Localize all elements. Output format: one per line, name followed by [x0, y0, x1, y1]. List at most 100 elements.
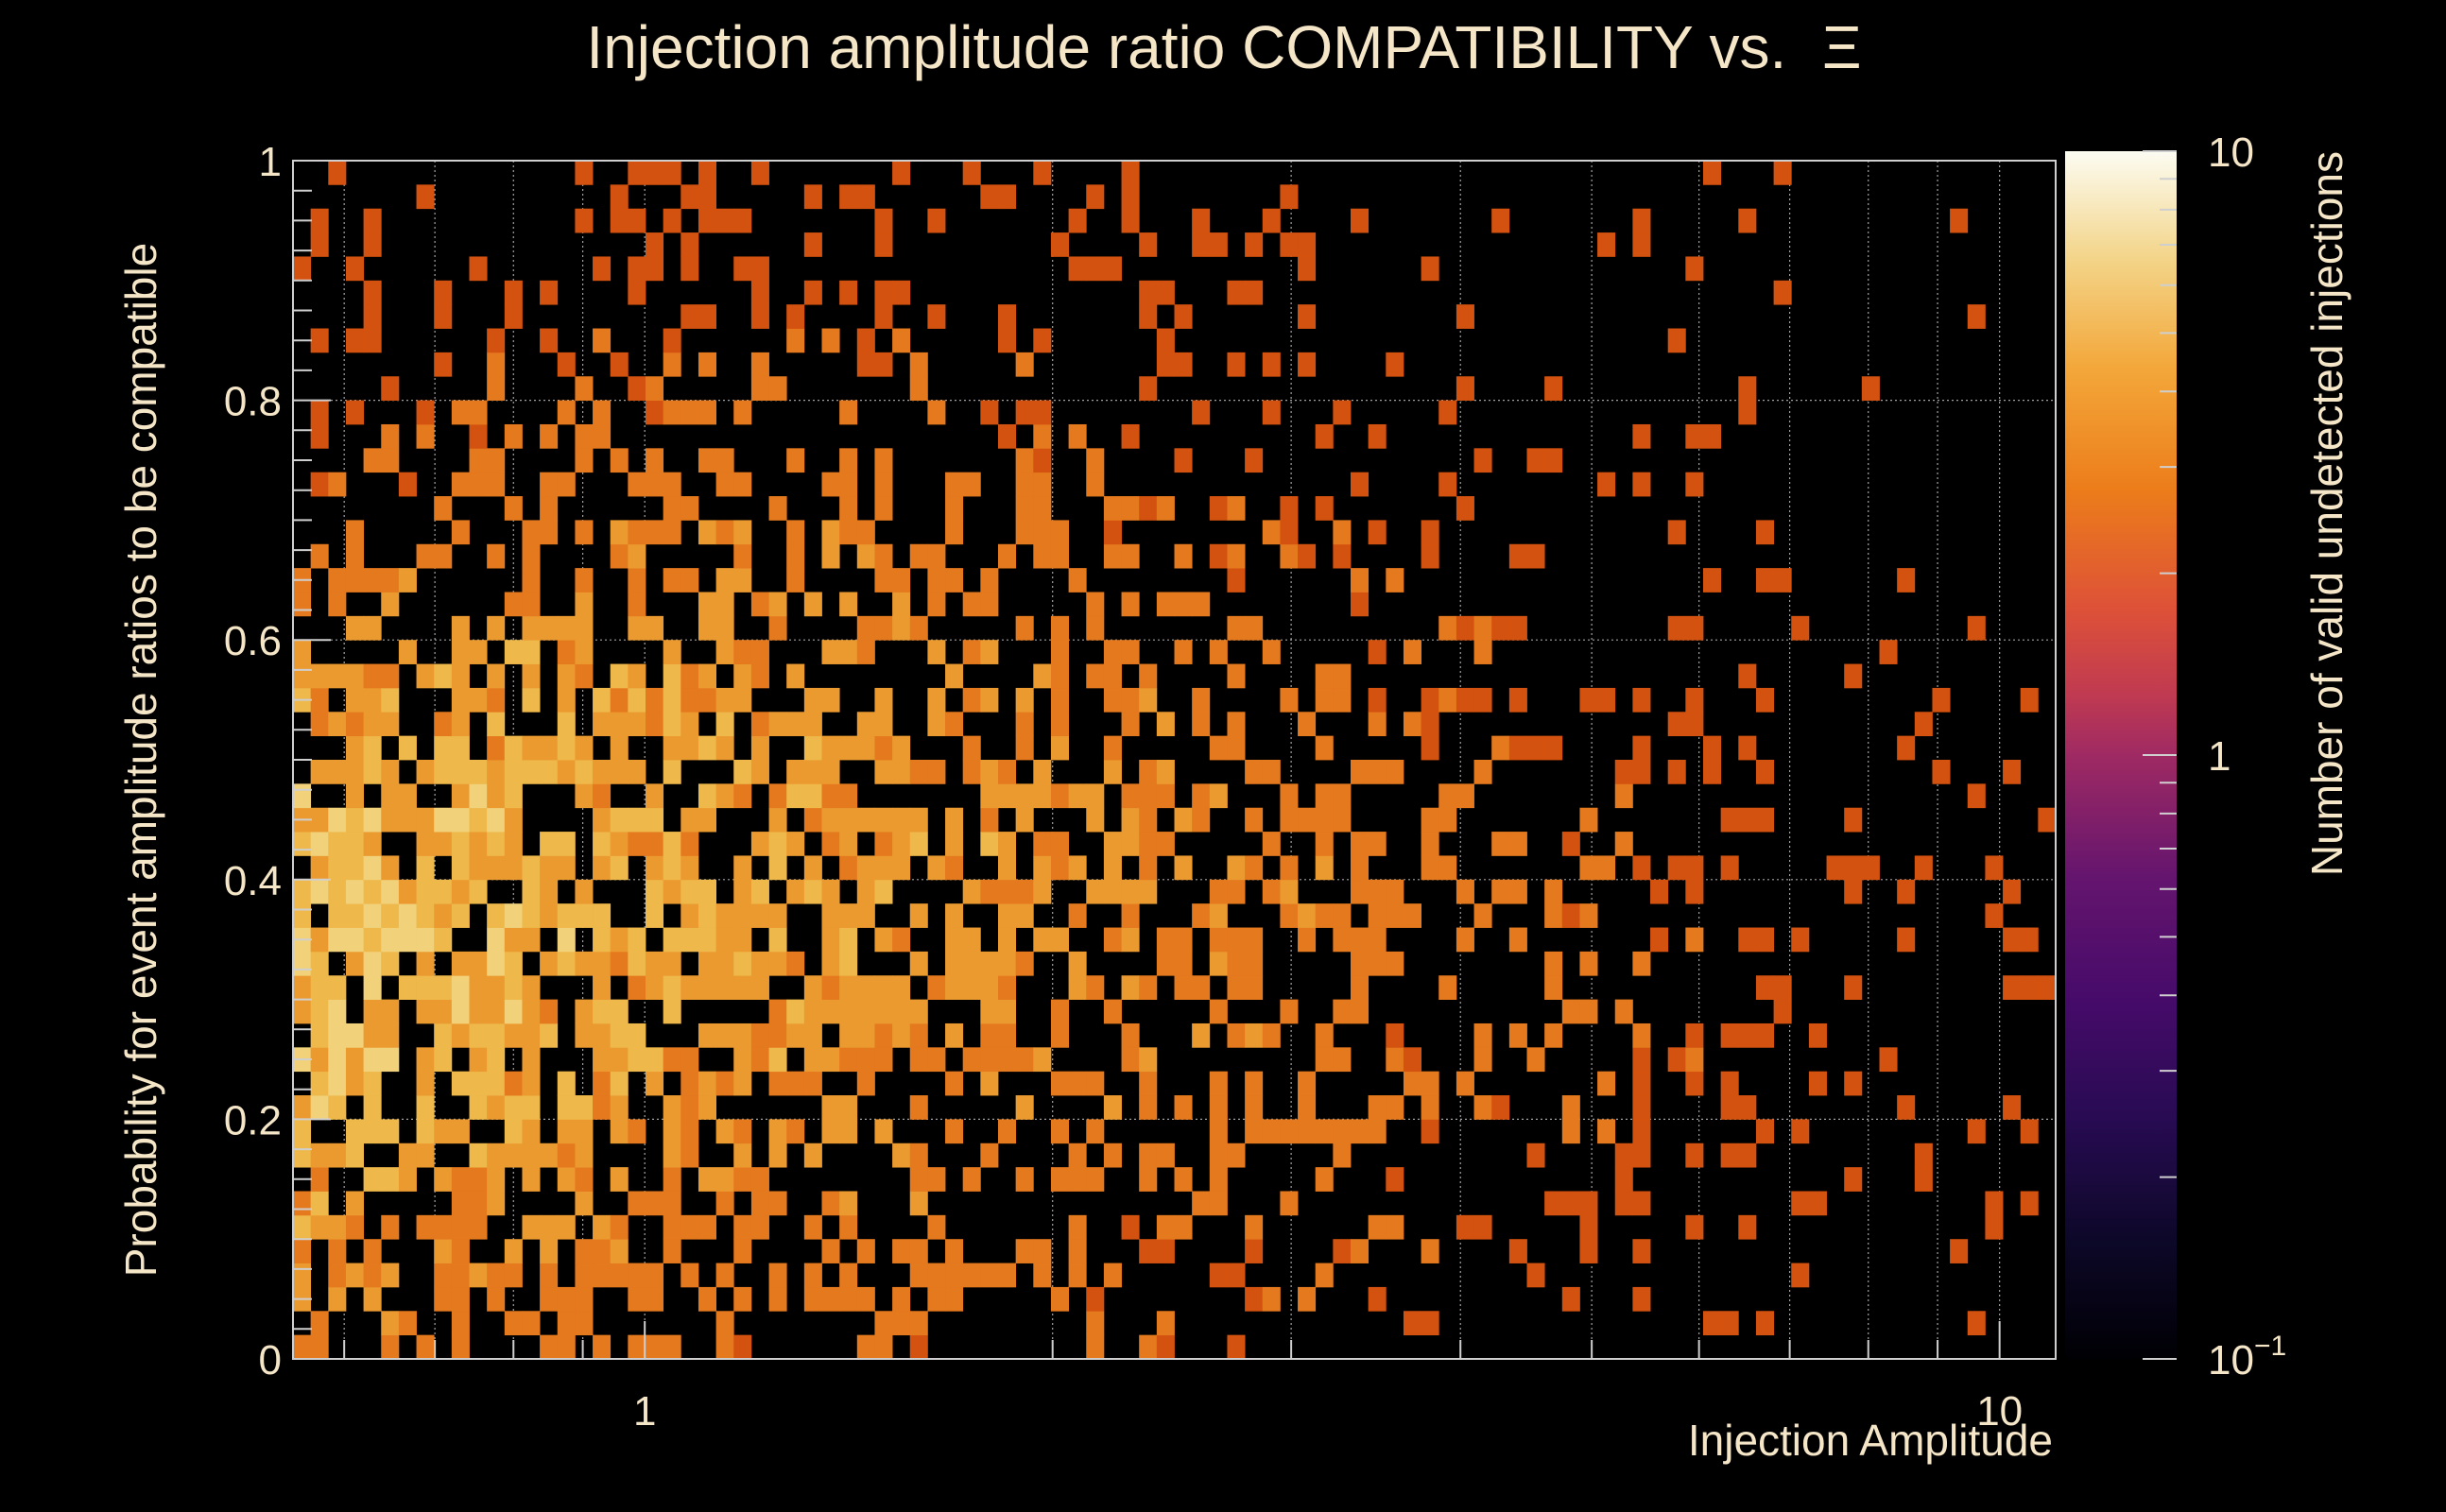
heatmap-cell: [293, 1239, 312, 1263]
heatmap-cell: [345, 543, 364, 569]
heatmap-cell: [750, 256, 769, 282]
heatmap-cell: [1632, 855, 1651, 881]
heatmap-cell: [1685, 423, 1704, 449]
heatmap-cell: [733, 1214, 752, 1240]
heatmap-cell: [1738, 927, 1757, 953]
heatmap-cell: [1351, 760, 1369, 784]
heatmap-cell: [874, 568, 893, 593]
heatmap-cell: [998, 543, 1017, 569]
heatmap-cell: [1508, 832, 1527, 856]
heatmap-cell: [328, 855, 347, 881]
heatmap-cell: [469, 1167, 488, 1192]
heatmap-cell: [1121, 975, 1140, 1000]
heatmap-cell: [680, 687, 699, 713]
heatmap-cell: [1914, 1143, 1933, 1168]
heatmap-cell: [821, 472, 840, 497]
heatmap-cell: [839, 855, 858, 881]
heatmap-cell: [945, 951, 964, 976]
heatmap-cell: [487, 1286, 506, 1312]
heatmap-cell: [1227, 879, 1246, 904]
heatmap-cell: [1544, 448, 1563, 473]
heatmap-cell: [1015, 712, 1034, 737]
heatmap-cell: [1808, 1022, 1827, 1048]
heatmap-cell: [1068, 256, 1087, 282]
heatmap-cell: [381, 783, 400, 809]
heatmap-cell: [1738, 663, 1757, 689]
heatmap-cell: [892, 807, 911, 833]
heatmap-cell: [1561, 832, 1580, 856]
heatmap-cell: [1897, 879, 1916, 904]
heatmap-cell: [2003, 879, 2022, 904]
heatmap-cell: [821, 543, 840, 569]
heatmap-cell: [628, 975, 646, 1000]
heatmap-cell: [1597, 472, 1616, 497]
heatmap-cell: [874, 1119, 893, 1144]
heatmap-cell: [821, 1047, 840, 1073]
heatmap-cell: [698, 687, 716, 713]
heatmap-cell: [1068, 423, 1087, 449]
heatmap-cell: [434, 1022, 453, 1048]
heatmap-cell: [715, 520, 734, 545]
heatmap-cell: [909, 1263, 928, 1288]
heatmap-cell: [1068, 951, 1087, 976]
heatmap-cell: [1351, 855, 1369, 881]
heatmap-cell: [962, 975, 981, 1000]
heatmap-cell: [1227, 927, 1246, 953]
heatmap-cell: [1526, 1143, 1545, 1168]
heatmap-cell: [540, 855, 559, 881]
heatmap-cell: [1632, 1286, 1651, 1312]
heatmap-cell: [1897, 735, 1916, 761]
heatmap-cell: [874, 1047, 893, 1073]
heatmap-cell: [1086, 663, 1105, 689]
heatmap-cell: [821, 735, 840, 761]
heatmap-cell: [451, 903, 470, 928]
heatmap-cell: [1156, 1143, 1175, 1168]
heatmap-cell: [1967, 783, 1986, 809]
heatmap-cell: [1050, 687, 1069, 713]
heatmap-cell: [1280, 807, 1299, 833]
heatmap-cell: [803, 783, 822, 809]
heatmap-cell: [874, 807, 893, 833]
heatmap-cell: [874, 543, 893, 569]
heatmap-cell: [469, 400, 488, 425]
heatmap-cell: [1209, 879, 1228, 904]
heatmap-cell: [1050, 1071, 1069, 1096]
heatmap-cell: [663, 663, 681, 689]
heatmap-cell: [1086, 615, 1105, 641]
heatmap-cell: [803, 999, 822, 1024]
heatmap-cell: [1280, 879, 1299, 904]
heatmap-cell: [1368, 687, 1387, 713]
heatmap-cell: [856, 903, 875, 928]
heatmap-cell: [874, 975, 893, 1000]
heatmap-cell: [1121, 712, 1140, 737]
heatmap-cell: [663, 1119, 681, 1144]
heatmap-cell: [1015, 1047, 1034, 1073]
heatmap-cell: [469, 1022, 488, 1048]
heatmap-cell: [628, 472, 646, 497]
heatmap-cell: [1015, 1167, 1034, 1192]
heatmap-cell: [1086, 1334, 1105, 1360]
heatmap-cell: [1315, 496, 1334, 521]
heatmap-cell: [874, 1311, 893, 1336]
heatmap-cell: [628, 280, 646, 305]
heatmap-cell: [1473, 640, 1492, 664]
heatmap-cell: [786, 663, 805, 689]
heatmap-cell: [680, 568, 699, 593]
heatmap-cell: [1685, 855, 1704, 881]
heatmap-cell: [575, 1095, 594, 1120]
heatmap-cell: [575, 1022, 594, 1048]
heatmap-cell: [874, 304, 893, 329]
heatmap-cell: [1351, 208, 1369, 233]
heatmap-cell: [1050, 640, 1069, 664]
heatmap-cell: [733, 663, 752, 689]
heatmap-cell: [768, 1286, 787, 1312]
heatmap-cell: [1315, 1119, 1334, 1144]
heatmap-cell: [363, 1071, 382, 1096]
heatmap-cell: [768, 1143, 787, 1168]
heatmap-cell: [1086, 592, 1105, 617]
heatmap-cell: [1086, 472, 1105, 497]
heatmap-cell: [381, 423, 400, 449]
heatmap-cell: [698, 807, 716, 833]
heatmap-cell: [575, 1239, 594, 1263]
heatmap-cell: [1315, 1167, 1334, 1192]
